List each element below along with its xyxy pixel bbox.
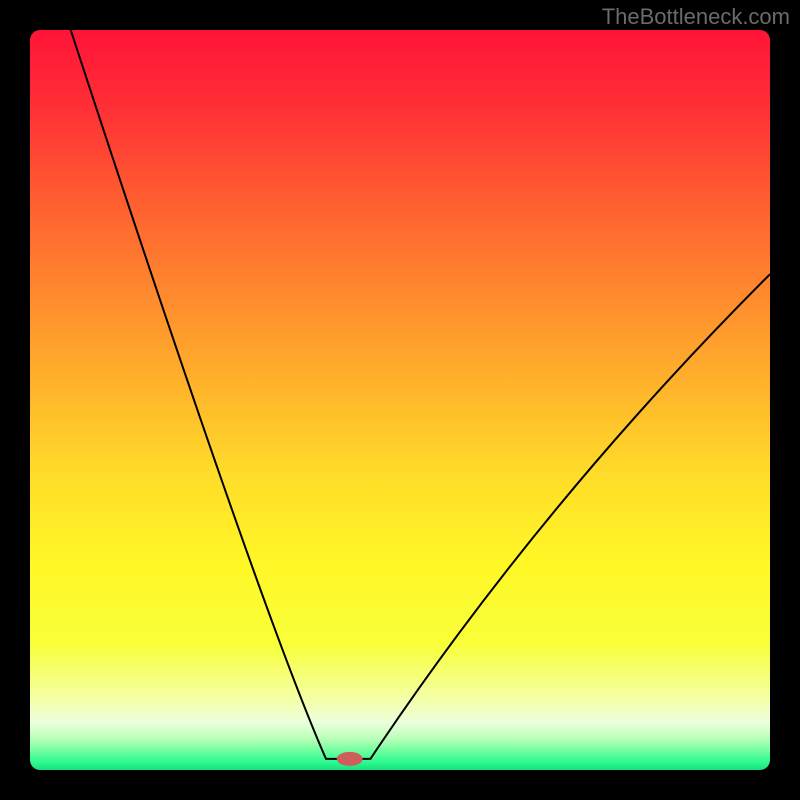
chart-container: TheBottleneck.com xyxy=(0,0,800,800)
gradient-background xyxy=(30,30,770,770)
bottleneck-chart xyxy=(0,0,800,800)
plot-area xyxy=(30,30,770,770)
optimal-point-marker xyxy=(337,752,363,766)
